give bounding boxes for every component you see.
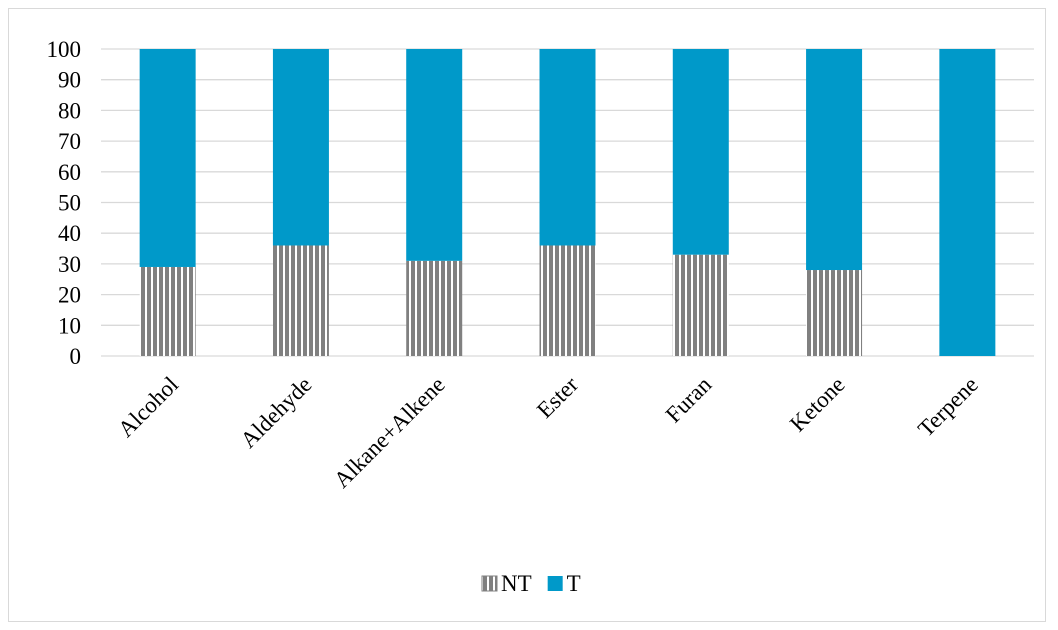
y-tick-label: 60 [58, 160, 81, 185]
bar-t [139, 49, 196, 267]
chart-frame: 0 10 20 30 40 50 60 70 80 90 100 Alcohol Aldehyde Al… [8, 8, 1046, 622]
legend-label-t: T [567, 571, 581, 596]
x-category-label: Ketone [785, 372, 850, 437]
x-axis-labels: Alcohol Aldehyde Alkane+Alkene Ester Furan Ke… [113, 372, 983, 493]
y-tick-label: 20 [58, 283, 81, 308]
legend-swatch-nt [481, 575, 498, 592]
legend-label-nt: NT [501, 571, 532, 596]
y-tick-label: 50 [58, 191, 81, 216]
y-tick-label: 40 [58, 221, 81, 246]
y-axis-ticks: 0 10 20 30 40 50 60 70 80 90 100 [47, 37, 82, 369]
bar-nt [406, 260, 463, 356]
bar-t [272, 49, 329, 246]
legend-swatch-t [547, 576, 563, 591]
x-category-label: Furan [661, 372, 717, 428]
bar-t [406, 49, 463, 261]
bar-t [939, 49, 996, 356]
y-tick-label: 80 [58, 98, 81, 123]
bar-nt [139, 266, 196, 356]
x-category-label: Aldehyde [236, 372, 317, 453]
y-tick-label: 100 [47, 37, 82, 62]
y-tick-label: 70 [58, 129, 81, 154]
stacked-bar-chart: 0 10 20 30 40 50 60 70 80 90 100 Alcohol Aldehyde Al… [47, 37, 1034, 596]
x-category-label: Terpene [913, 372, 983, 442]
bar-t [539, 49, 596, 246]
y-tick-label: 90 [58, 68, 81, 93]
bar-t [806, 49, 863, 271]
y-tick-label: 10 [58, 313, 81, 338]
legend: NT T [481, 571, 581, 596]
bar-t [672, 49, 729, 255]
bar-nt [272, 245, 329, 356]
x-category-label: Alkane+Alkene [329, 372, 450, 493]
x-category-label: Ester [532, 372, 583, 423]
y-tick-label: 0 [70, 344, 82, 369]
bar-nt [672, 254, 729, 356]
y-tick-label: 30 [58, 252, 81, 277]
bar-nt [539, 245, 596, 356]
x-category-label: Alcohol [113, 372, 183, 442]
bar-nt [806, 270, 863, 356]
bars [139, 49, 996, 356]
